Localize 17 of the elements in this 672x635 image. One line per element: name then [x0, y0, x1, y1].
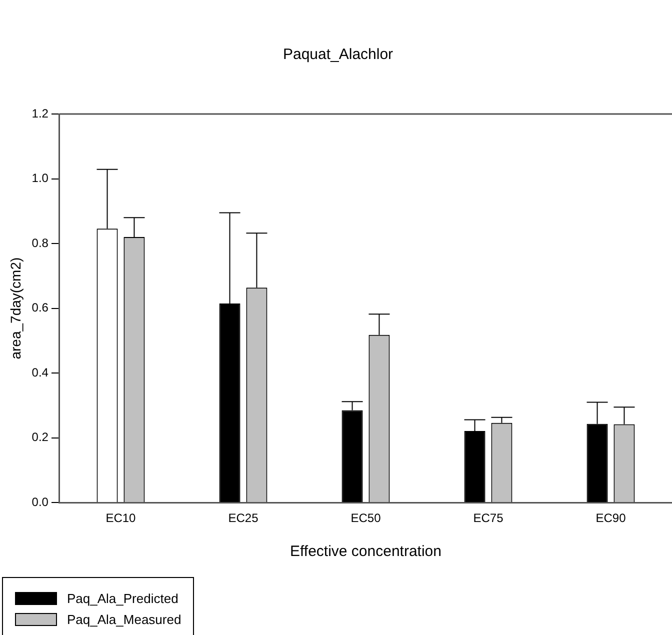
- x-tick-label: EC50: [350, 511, 382, 526]
- y-tick-label: 1.2: [32, 106, 49, 120]
- x-tick-label: EC10: [106, 511, 136, 526]
- y-tick-label: 0.6: [32, 300, 49, 315]
- x-tick-label: EC75: [473, 511, 504, 526]
- x-tick-label: EC90: [596, 511, 626, 526]
- x-tick-label: EC25: [228, 511, 259, 526]
- y-tick-label: 1.0: [32, 171, 49, 186]
- y-tick-label: 0.4: [32, 365, 49, 380]
- legend-label: Paq_Ala_Measured: [67, 612, 182, 627]
- y-tick-label: 0.0: [32, 494, 49, 509]
- y-tick-label: 0.2: [32, 430, 49, 444]
- chart-title: Paquat_Alachlor: [282, 46, 394, 64]
- y-axis-title: area_7day(cm2): [7, 257, 24, 360]
- legend-label: Paq_Ala_Predicted: [67, 591, 178, 606]
- y-tick-label: 0.8: [32, 236, 49, 250]
- x-axis-title: Effective concentration: [290, 543, 442, 560]
